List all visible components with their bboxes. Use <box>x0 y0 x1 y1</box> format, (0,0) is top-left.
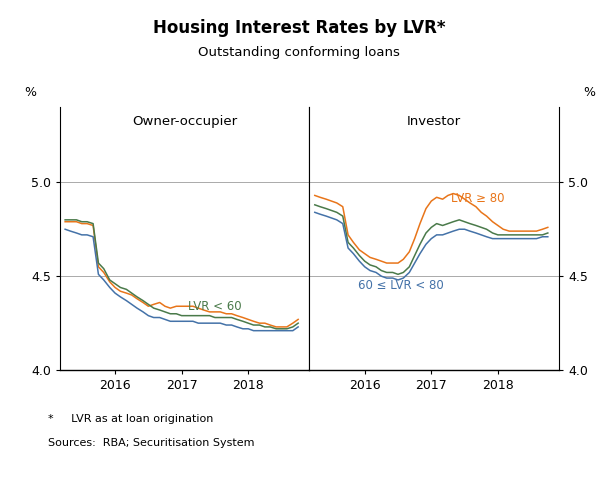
Text: LVR ≥ 80: LVR ≥ 80 <box>451 192 505 205</box>
Text: 60 ≤ LVR < 80: 60 ≤ LVR < 80 <box>358 280 444 292</box>
Text: Outstanding conforming loans: Outstanding conforming loans <box>198 46 400 59</box>
Text: Housing Interest Rates by LVR*: Housing Interest Rates by LVR* <box>152 19 446 37</box>
Text: LVR < 60: LVR < 60 <box>188 300 242 313</box>
Text: Investor: Investor <box>407 115 462 128</box>
Text: Owner-occupier: Owner-occupier <box>132 115 237 128</box>
Text: *     LVR as at loan origination: * LVR as at loan origination <box>48 414 213 424</box>
Text: Sources:  RBA; Securitisation System: Sources: RBA; Securitisation System <box>48 438 254 449</box>
Text: %: % <box>583 86 595 99</box>
Text: %: % <box>24 86 36 99</box>
